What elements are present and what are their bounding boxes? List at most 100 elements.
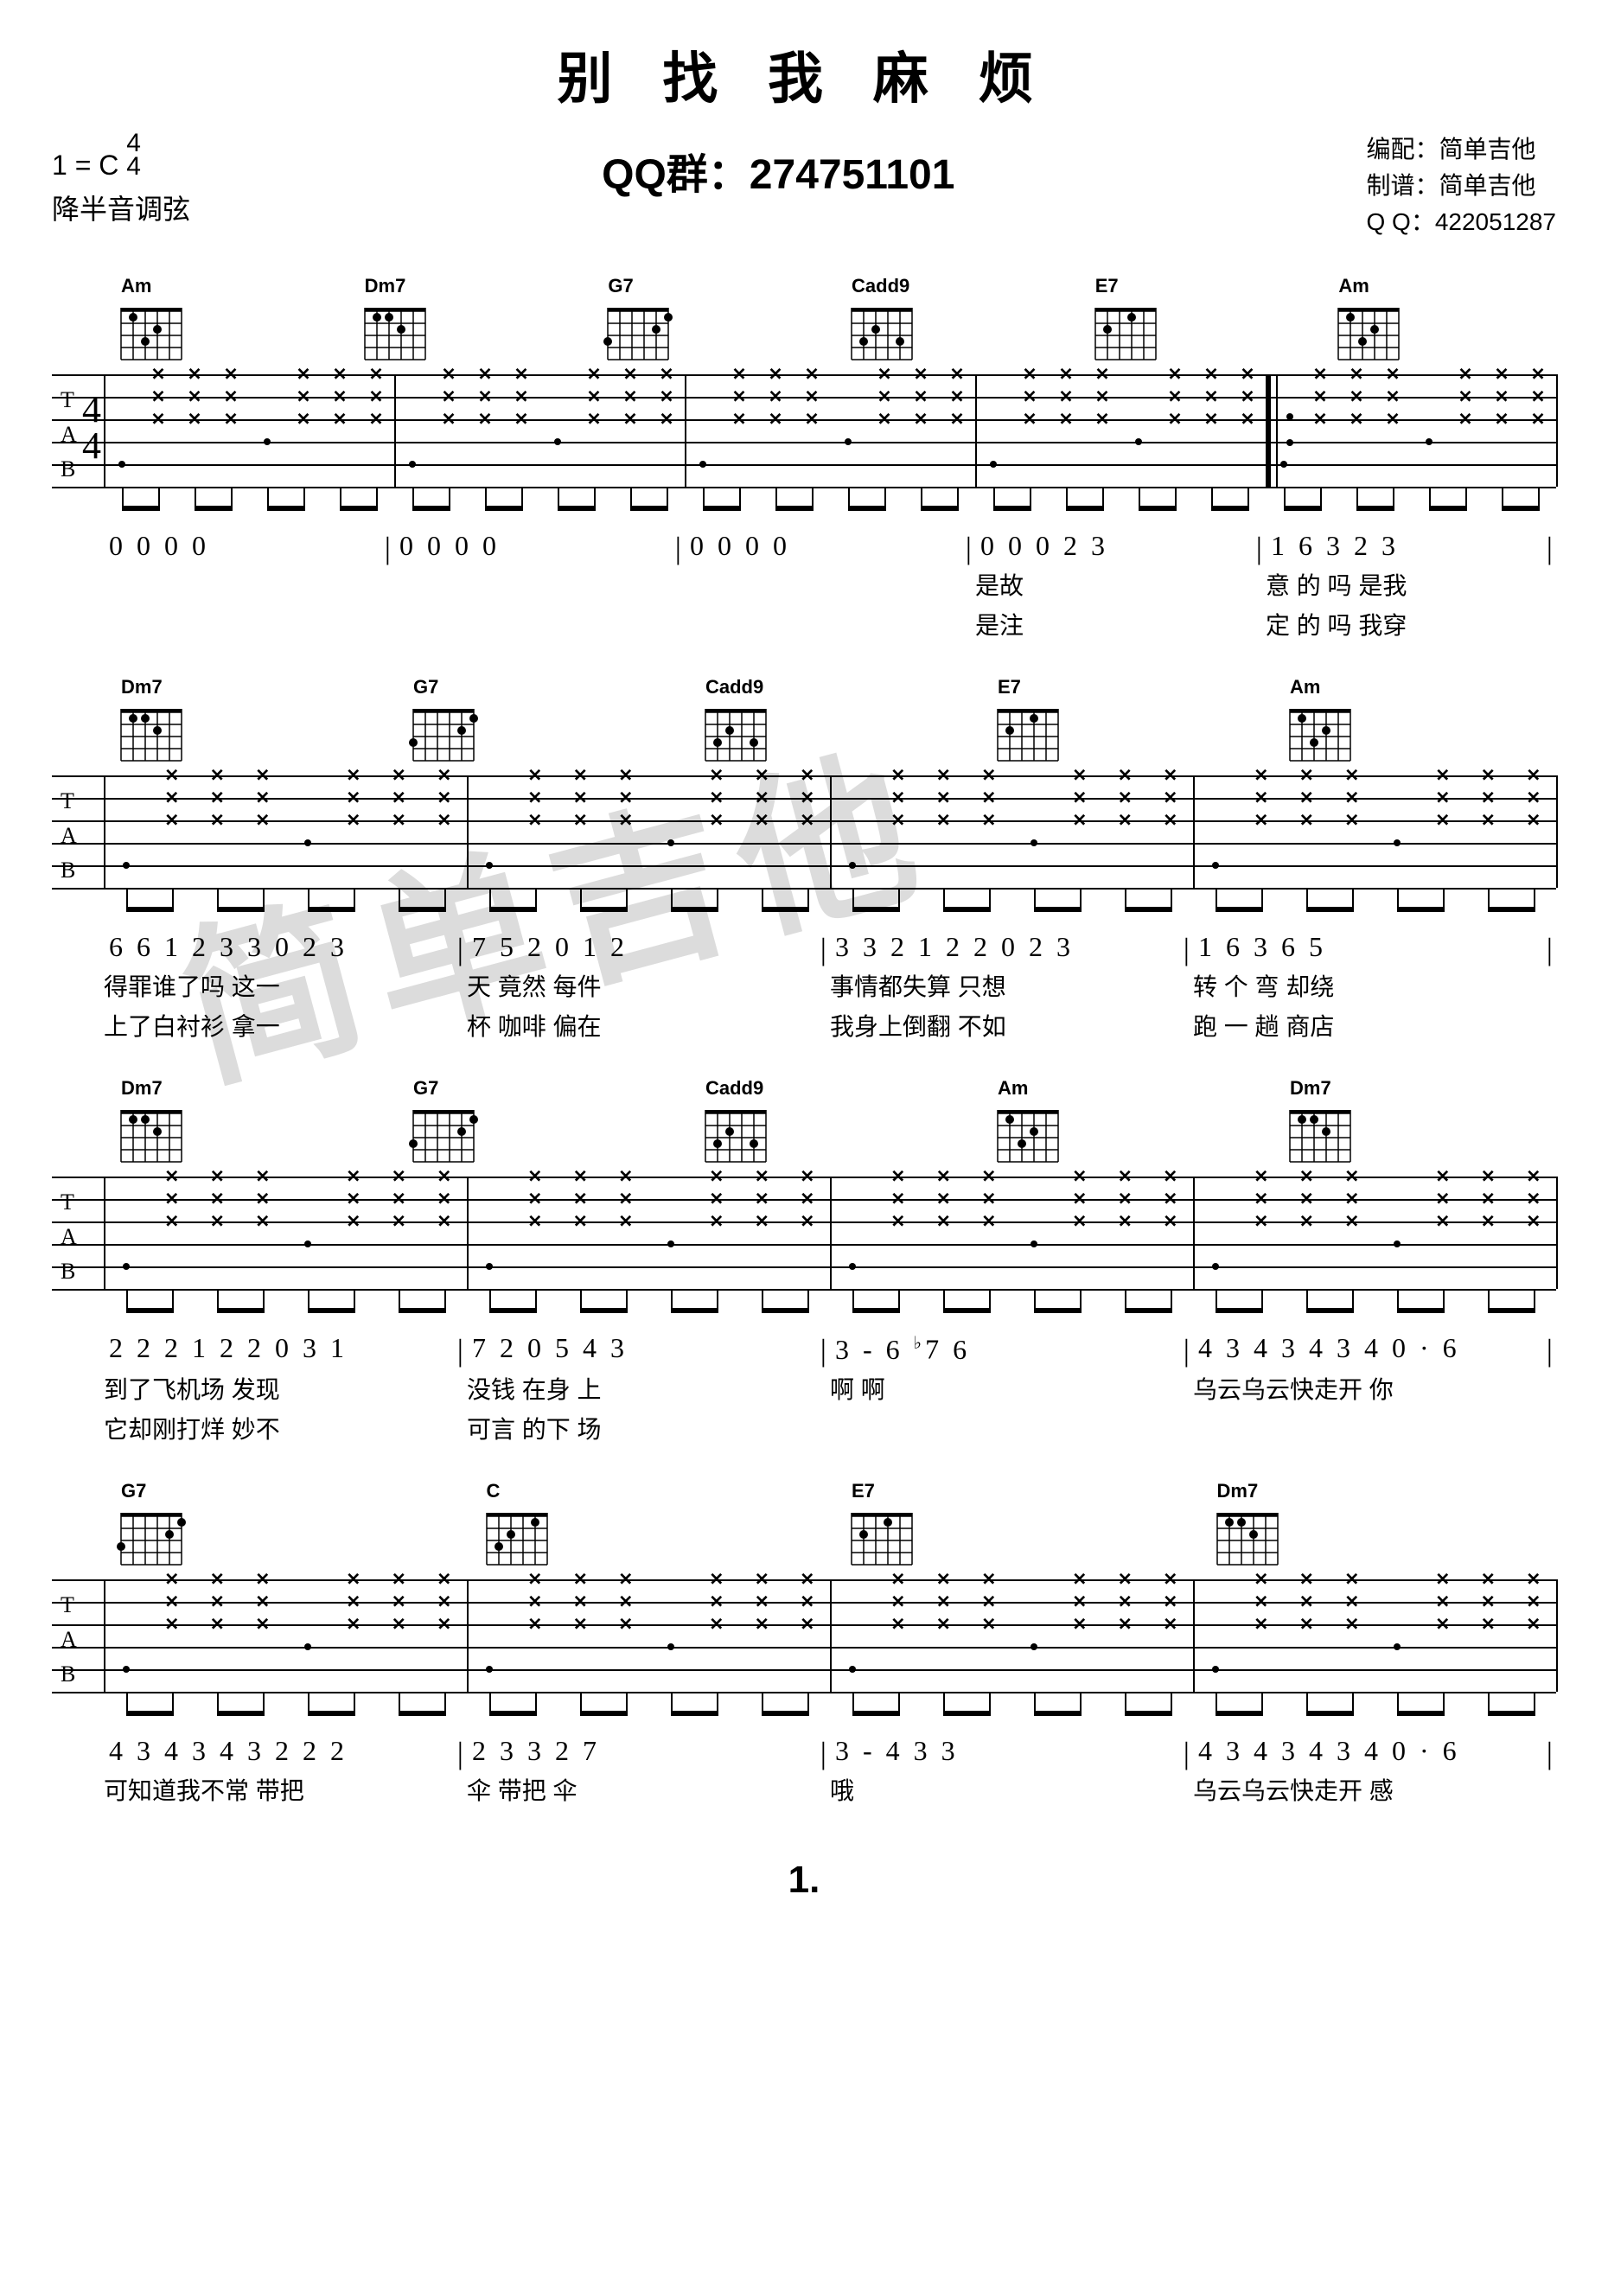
number-note: 0	[555, 931, 572, 963]
lyric-measure: 杯 咖啡 偏在	[467, 1008, 830, 1043]
number-note: 0	[482, 530, 500, 562]
chord-block: Cadd9	[688, 676, 972, 770]
number-note: 0	[275, 931, 292, 963]
number-measure: 0000|	[685, 530, 975, 562]
chord-block: G7	[590, 275, 826, 369]
lyric-measure: 乌云乌云快走开 感	[1193, 1772, 1556, 1807]
chord-block: G7	[396, 1077, 680, 1171]
chord-name: Dm7	[348, 275, 583, 297]
number-measure: 23327|	[467, 1735, 830, 1767]
number-note: 0	[718, 530, 735, 562]
header-left: 1 = C 4 4 降半音调弦	[52, 131, 190, 232]
chord-name: Dm7	[1200, 1480, 1557, 1502]
header-right: 编配：简单吉他 制谱：简单吉他 Q Q：422051287	[1367, 131, 1557, 240]
number-note: 4	[1254, 1735, 1271, 1767]
number-note: 3	[835, 1334, 852, 1366]
tab-staff: TAB✕✕✕✕✕✕✕✕✕✕✕✕✕✕✕✕✕✕✕✕✕✕✕✕✕✕✕✕✕✕✕✕✕✕✕✕✕…	[52, 775, 1556, 888]
number-note: 3	[1226, 1332, 1243, 1364]
chord-diagram	[989, 702, 1067, 762]
lyric-measure: 乌云乌云快走开 你	[1193, 1371, 1556, 1406]
lyric-measure: 是故	[975, 567, 1266, 602]
credit-qq: 422051287	[1435, 208, 1556, 235]
tuning-note: 降半音调弦	[52, 194, 190, 225]
number-note: 2	[890, 931, 908, 963]
lyric-row: 它却刚打烊 妙不可言 的下 场	[52, 1411, 1556, 1445]
number-note: 2	[275, 1735, 292, 1767]
system: G7CE7Dm7TAB✕✕✕✕✕✕✕✕✕✕✕✕✕✕✕✕✕✕✕✕✕✕✕✕✕✕✕✕✕…	[52, 1480, 1556, 1807]
lyric-measure: 意 的 吗 是我	[1266, 567, 1556, 602]
chord-diagram	[1330, 301, 1407, 361]
chord-row: Dm7G7Cadd9AmDm7	[52, 1077, 1556, 1171]
number-note: 3	[835, 931, 852, 963]
chord-diagram	[356, 301, 434, 361]
chord-name: E7	[834, 1480, 1191, 1502]
barline-notation: |	[457, 1735, 467, 1771]
chord-name: E7	[1078, 275, 1313, 297]
number-note: 3	[303, 1332, 320, 1364]
number-row: 222122031|720543|3-6♭76|43434340·6|	[52, 1332, 1556, 1366]
tab-staff: TAB✕✕✕✕✕✕✕✕✕✕✕✕✕✕✕✕✕✕✕✕✕✕✕✕✕✕✕✕✕✕✕✕✕✕✕✕✕…	[52, 1177, 1556, 1289]
number-note: 6	[1226, 931, 1243, 963]
number-measure: 332122023|	[830, 931, 1193, 963]
chord-block: Am	[1321, 275, 1556, 369]
barline-notation: |	[1547, 1332, 1556, 1368]
barline-notation: |	[966, 530, 975, 566]
chord-diagram	[989, 1103, 1067, 1164]
number-note: 3	[247, 931, 265, 963]
chord-row: Dm7G7Cadd9E7Am	[52, 676, 1556, 770]
chord-diagram	[112, 301, 190, 361]
lyric-measure	[685, 607, 975, 641]
chord-diagram	[1087, 301, 1165, 361]
number-measure: 00023|	[975, 530, 1266, 562]
number-note: 3	[1326, 530, 1343, 562]
number-note: 3	[1337, 1332, 1354, 1364]
number-note: 2	[1029, 931, 1046, 963]
number-measure: 3-433|	[830, 1735, 1193, 1767]
chord-name: G7	[104, 1480, 461, 1502]
number-measure: 0000|	[394, 530, 685, 562]
number-note: 2	[527, 931, 545, 963]
number-measure: 16365|	[1193, 931, 1556, 963]
number-note: 4	[886, 1735, 903, 1767]
number-note: 6	[953, 1334, 970, 1366]
number-note: 0	[109, 530, 126, 562]
system: Dm7G7Cadd9AmDm7TAB✕✕✕✕✕✕✕✕✕✕✕✕✕✕✕✕✕✕✕✕✕✕…	[52, 1077, 1556, 1445]
credit-qq-label: Q Q：	[1367, 208, 1435, 235]
number-note: 3	[247, 1735, 265, 1767]
number-note: 2	[973, 931, 991, 963]
number-note: 4	[164, 1735, 182, 1767]
lyric-measure: 伞 带把 伞	[467, 1772, 830, 1807]
tab-content: ✕✕✕✕✕✕✕✕✕✕✕✕✕✕✕✕✕✕✕✕✕✕✕✕✕✕✕✕✕✕✕✕✕✕✕✕✕✕✕✕…	[104, 1177, 1556, 1289]
chord-diagram	[112, 1103, 190, 1164]
chord-block: Cadd9	[688, 1077, 972, 1171]
chord-diagram	[843, 301, 921, 361]
tab-content: ✕✕✕✕✕✕✕✕✕✕✕✕✕✕✕✕✕✕✕✕✕✕✕✕✕✕✕✕✕✕✕✕✕✕✕✕✕✕✕✕…	[104, 775, 1556, 888]
number-note: 6	[886, 1334, 903, 1366]
tab-content: ✕✕✕✕✕✕✕✕✕✕✕✕✕✕✕✕✕✕✕✕✕✕✕✕✕✕✕✕✕✕✕✕✕✕✕✕✕✕✕✕…	[104, 1579, 1556, 1692]
lyric-measure: 事情都失算 只想	[830, 968, 1193, 1003]
chord-block: Am	[104, 275, 339, 369]
lyric-measure: 可言 的下 场	[467, 1411, 830, 1445]
tab-clef-letter: A	[61, 1224, 77, 1250]
number-note: ·	[1420, 1735, 1433, 1767]
number-note: 3	[192, 1735, 209, 1767]
tab-timesig: 44	[82, 392, 101, 464]
number-note: 3	[220, 931, 237, 963]
number-note: 0	[980, 530, 998, 562]
number-note: 2	[164, 1332, 182, 1364]
number-note: 0	[690, 530, 707, 562]
number-note: 0	[1392, 1735, 1409, 1767]
number-note: 0	[137, 530, 154, 562]
barline-notation: |	[1184, 931, 1193, 967]
number-note: 3	[941, 1735, 959, 1767]
tab-clef-letter: T	[61, 788, 74, 814]
number-note: 2	[1063, 530, 1081, 562]
number-note: 4	[109, 1735, 126, 1767]
chord-diagram	[599, 301, 677, 361]
credit-arrange: 简单吉他	[1439, 136, 1536, 163]
credit-arrange-label: 编配：	[1367, 136, 1439, 163]
number-note: 3	[1056, 931, 1074, 963]
chord-row: AmDm7G7Cadd9E7Am	[52, 275, 1556, 369]
lyric-measure: 可知道我不常 带把	[104, 1772, 467, 1807]
number-note: 7	[472, 1332, 489, 1364]
